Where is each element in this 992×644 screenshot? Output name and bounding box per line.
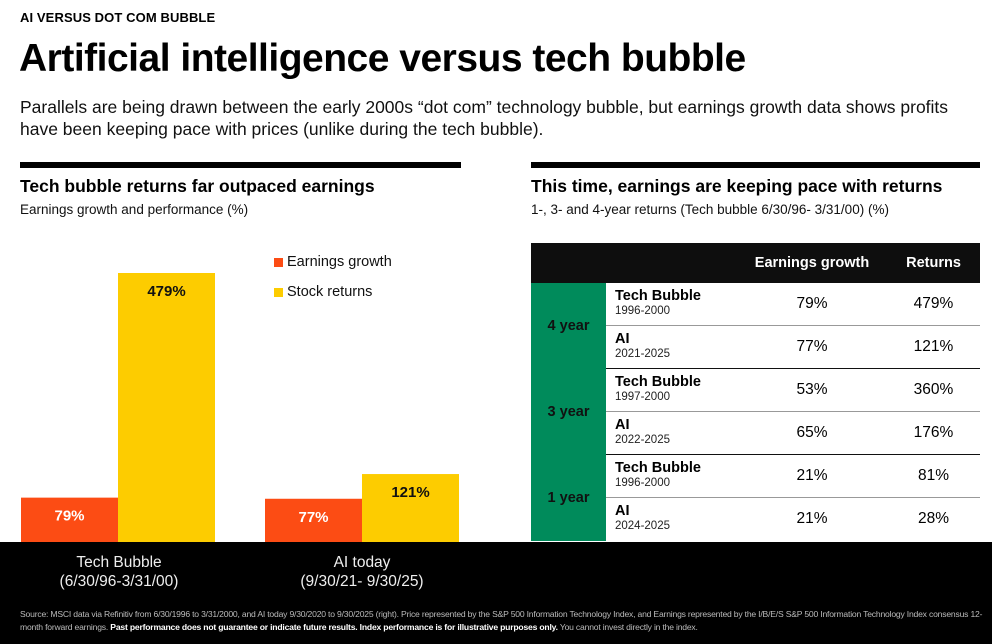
column-header-earnings-growth: Earnings growth bbox=[754, 255, 870, 271]
eyebrow-label: AI VERSUS DOT COM BUBBLE bbox=[20, 10, 216, 25]
disclaimer-tail: You cannot invest directly in the index. bbox=[559, 622, 698, 632]
data-label-earnings-0: 79% bbox=[54, 508, 84, 525]
group-label: 1 year bbox=[531, 455, 606, 541]
table-subtitle: 1-, 3- and 4-year returns (Tech bubble 6… bbox=[531, 202, 889, 217]
earnings-growth-cell: 65% bbox=[796, 424, 828, 441]
legend-item-earnings: Earnings growth bbox=[274, 247, 392, 277]
chart-subtitle: Earnings growth and performance (%) bbox=[20, 202, 249, 217]
table-group-1-year: 1 year Tech Bubble 1996-2000 21% 81% AI … bbox=[531, 455, 980, 541]
column-header-returns: Returns bbox=[906, 255, 961, 271]
bar-earnings-0 bbox=[21, 497, 118, 542]
x-tick-label-tech-bubble: Tech Bubble (6/30/96-3/31/00) bbox=[19, 553, 219, 591]
source-text: Source: MSCI data via Refinitiv from 6/3… bbox=[20, 609, 983, 632]
table-row: AI 2024-2025 21% 28% bbox=[606, 498, 980, 541]
row-name: AI bbox=[615, 331, 630, 347]
table-group-4-year: 4 year Tech Bubble 1996-2000 79% 479% AI… bbox=[531, 283, 980, 369]
returns-cell: 479% bbox=[913, 295, 954, 312]
bar-returns-1 bbox=[362, 474, 459, 542]
chart-legend: Earnings growth Stock returns bbox=[274, 247, 392, 307]
chart-title: Tech bubble returns far outpaced earning… bbox=[20, 176, 375, 196]
page-title: Artificial intelligence versus tech bubb… bbox=[19, 37, 746, 80]
row-name: AI bbox=[615, 417, 630, 433]
legend-swatch-returns bbox=[274, 287, 283, 297]
returns-cell: 81% bbox=[917, 467, 950, 484]
x-tick-label-line: (9/30/21- 9/30/25) bbox=[300, 573, 424, 590]
bar-chart: 79% 479% 77% 121% bbox=[21, 273, 459, 542]
left-section-rule bbox=[20, 162, 461, 168]
row-name: Tech Bubble bbox=[615, 288, 701, 304]
returns-table: Earnings growth Returns 4 year Tech Bubb… bbox=[531, 243, 980, 541]
x-tick-label-ai-today: AI today (9/30/21- 9/30/25) bbox=[262, 553, 462, 591]
data-label-earnings-1: 77% bbox=[298, 509, 328, 526]
table-row: Tech Bubble 1996-2000 79% 479% bbox=[606, 283, 980, 326]
footer-band bbox=[0, 542, 992, 644]
group-label: 4 year bbox=[531, 283, 606, 369]
row-years: 2021-2025 bbox=[615, 348, 670, 360]
legend-swatch-earnings bbox=[274, 257, 283, 267]
table-group-3-year: 3 year Tech Bubble 1997-2000 53% 360% AI… bbox=[531, 369, 980, 455]
row-years: 2024-2025 bbox=[615, 520, 670, 532]
returns-cell: 28% bbox=[917, 510, 950, 527]
page-description: Parallels are being drawn between the ea… bbox=[20, 97, 949, 139]
row-years: 2022-2025 bbox=[615, 434, 670, 446]
row-years: 1997-2000 bbox=[615, 391, 670, 403]
x-tick-label-line: AI today bbox=[333, 554, 391, 571]
returns-cell: 121% bbox=[913, 338, 954, 355]
earnings-growth-cell: 21% bbox=[796, 510, 828, 527]
returns-cell: 176% bbox=[913, 424, 954, 441]
earnings-growth-cell: 53% bbox=[796, 381, 828, 398]
row-name: Tech Bubble bbox=[615, 374, 701, 390]
table-row: AI 2022-2025 65% 176% bbox=[606, 412, 980, 455]
legend-label-earnings: Earnings growth bbox=[287, 254, 392, 270]
row-years: 1996-2000 bbox=[615, 477, 670, 489]
bar-earnings-1 bbox=[265, 498, 362, 542]
x-tick-label-line: Tech Bubble bbox=[76, 554, 162, 571]
table-row: AI 2021-2025 77% 121% bbox=[606, 326, 980, 369]
source-note: Source: MSCI data via Refinitiv from 6/3… bbox=[20, 608, 985, 634]
legend-label-returns: Stock returns bbox=[287, 284, 373, 300]
returns-cell: 360% bbox=[913, 381, 954, 398]
data-label-returns-0: 479% bbox=[147, 283, 185, 300]
row-name: AI bbox=[615, 503, 630, 519]
row-name: Tech Bubble bbox=[615, 460, 701, 476]
table-row: Tech Bubble 1996-2000 21% 81% bbox=[606, 455, 980, 498]
earnings-growth-cell: 77% bbox=[796, 338, 828, 355]
bar-returns-0 bbox=[118, 273, 215, 542]
table-title: This time, earnings are keeping pace wit… bbox=[531, 176, 943, 196]
data-label-returns-1: 121% bbox=[391, 484, 429, 501]
row-years: 1996-2000 bbox=[615, 305, 670, 317]
table-header: Earnings growth Returns bbox=[531, 243, 980, 283]
right-section-rule bbox=[531, 162, 980, 168]
table-row: Tech Bubble 1997-2000 53% 360% bbox=[606, 369, 980, 412]
x-tick-label-line: (6/30/96-3/31/00) bbox=[59, 573, 179, 590]
disclaimer-bold: Past performance does not guarantee or i… bbox=[110, 622, 558, 632]
group-label: 3 year bbox=[531, 369, 606, 455]
earnings-growth-cell: 79% bbox=[796, 295, 828, 312]
legend-item-returns: Stock returns bbox=[274, 277, 392, 307]
earnings-growth-cell: 21% bbox=[796, 467, 828, 484]
